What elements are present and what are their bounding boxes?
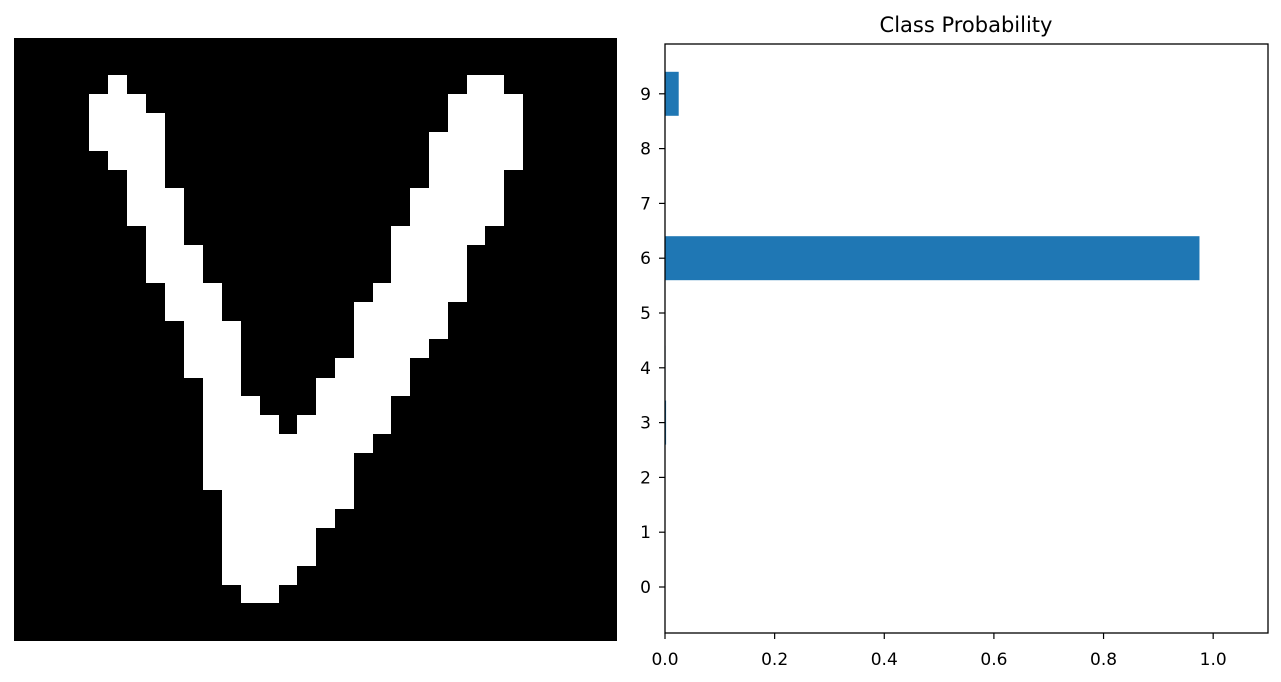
digit-image bbox=[14, 38, 617, 641]
digit-stroke bbox=[89, 75, 523, 603]
y-tick-label: 6 bbox=[640, 249, 651, 269]
y-tick-label: 1 bbox=[640, 523, 651, 543]
x-tick-label: 0.2 bbox=[761, 650, 788, 670]
x-tick-label: 0.0 bbox=[651, 650, 678, 670]
y-tick-label: 2 bbox=[640, 468, 651, 488]
y-tick-label: 8 bbox=[640, 140, 651, 160]
y-tick-label: 0 bbox=[640, 578, 651, 598]
x-tick-label: 0.8 bbox=[1090, 650, 1117, 670]
y-tick-label: 9 bbox=[640, 85, 651, 105]
bars bbox=[665, 71, 1200, 445]
bar-class-9 bbox=[665, 71, 679, 116]
y-axis: 0 1 2 3 4 5 6 7 8 9 bbox=[640, 85, 665, 598]
y-tick-label: 4 bbox=[640, 359, 651, 379]
bar-class-6 bbox=[665, 236, 1200, 281]
x-tick-label: 0.4 bbox=[871, 650, 898, 670]
plot-frame bbox=[664, 43, 1269, 634]
x-axis: 0.0 0.2 0.4 0.6 0.8 1.0 bbox=[651, 633, 1227, 670]
y-tick-label: 5 bbox=[640, 304, 651, 324]
y-tick-label: 7 bbox=[640, 194, 651, 214]
x-tick-label: 0.6 bbox=[980, 650, 1007, 670]
chart-title: Class Probability bbox=[880, 13, 1053, 37]
x-tick-label: 1.0 bbox=[1200, 650, 1227, 670]
y-tick-label: 3 bbox=[640, 414, 651, 434]
